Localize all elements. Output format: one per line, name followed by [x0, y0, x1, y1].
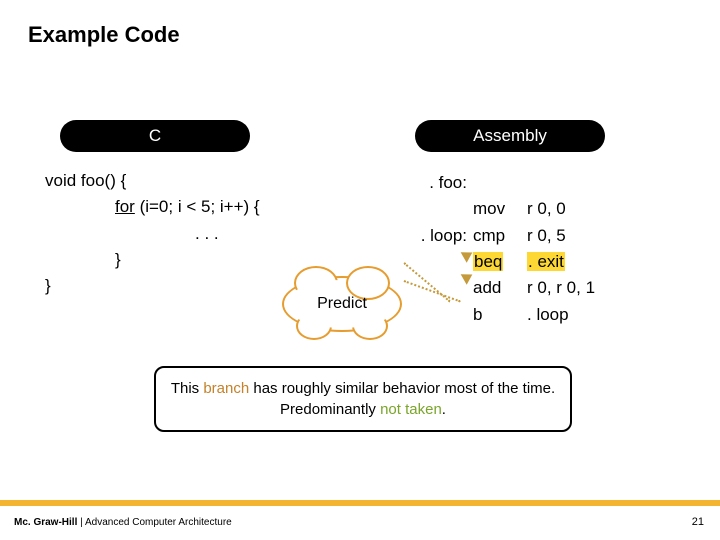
asm-row: mov r 0, 0: [405, 196, 601, 222]
asm-arg: r 0, 5: [527, 223, 601, 249]
emph-branch: branch: [203, 380, 249, 397]
asm-arg: r 0, r 0, 1: [527, 275, 601, 301]
asm-op: beq: [473, 249, 527, 275]
c-line-rest: (i=0; i < 5; i++) {: [135, 197, 260, 216]
asm-row: b . loop: [405, 302, 601, 328]
asm-label: . foo:: [405, 170, 473, 196]
badge-c: C: [60, 120, 250, 152]
asm-row: beq . exit: [405, 249, 601, 275]
c-line: void foo() {: [45, 168, 365, 194]
footer-publisher: Mc. Graw-Hill: [14, 517, 77, 528]
badge-assembly: Assembly: [415, 120, 605, 152]
c-line: . . .: [45, 221, 365, 247]
slide-title: Example Code: [28, 22, 180, 48]
emph-not-taken: not taken: [380, 401, 442, 418]
comment-box: This branch has roughly similar behavior…: [154, 366, 572, 432]
highlight-beq: beq: [473, 252, 503, 271]
asm-row: . foo:: [405, 170, 601, 196]
footer-text: Mc. Graw-Hill | Advanced Computer Archit…: [14, 517, 232, 528]
asm-row: . loop: cmp r 0, 5: [405, 223, 601, 249]
assembly-code-block: . foo: mov r 0, 0 . loop: cmp r 0, 5 beq…: [405, 170, 695, 328]
page-number: 21: [692, 516, 704, 528]
asm-op: mov: [473, 196, 527, 222]
asm-op: b: [473, 302, 527, 328]
footer-course: Advanced Computer Architecture: [85, 517, 232, 528]
asm-arg: r 0, 0: [527, 196, 601, 222]
asm-table: . foo: mov r 0, 0 . loop: cmp r 0, 5 beq…: [405, 170, 601, 328]
predict-label: Predict: [317, 295, 367, 313]
asm-op: add: [473, 275, 527, 301]
asm-arg: . exit: [527, 249, 601, 275]
comment-text: .: [442, 401, 446, 418]
highlight-exit: . exit: [527, 252, 565, 271]
footer-sep: |: [77, 517, 85, 528]
asm-label: . loop:: [405, 223, 473, 249]
comment-text: This: [171, 380, 204, 397]
c-keyword-for: for: [115, 197, 135, 216]
asm-op: cmp: [473, 223, 527, 249]
predict-cloud: Predict: [282, 276, 402, 332]
c-line: for (i=0; i < 5; i++) {: [45, 194, 365, 220]
footer-bar: [0, 500, 720, 506]
asm-arg: . loop: [527, 302, 601, 328]
